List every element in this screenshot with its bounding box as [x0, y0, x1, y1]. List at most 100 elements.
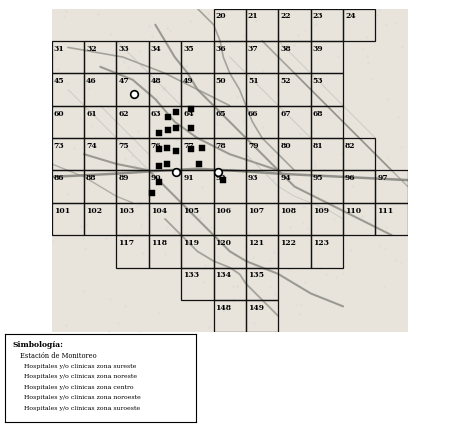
Bar [84, 203, 116, 235]
Text: 107: 107 [248, 207, 264, 215]
Bar [311, 106, 343, 138]
Text: 63: 63 [151, 109, 162, 118]
Text: 111: 111 [377, 207, 394, 215]
Text: 135: 135 [248, 271, 264, 279]
Text: 101: 101 [54, 207, 70, 215]
Bar [278, 73, 311, 106]
Bar [181, 106, 213, 138]
Bar [375, 170, 408, 203]
Bar [213, 9, 246, 41]
Text: 80: 80 [280, 142, 291, 150]
Bar [84, 138, 116, 170]
Bar [213, 170, 246, 203]
Bar [149, 235, 181, 268]
Bar [278, 106, 311, 138]
Bar [52, 170, 84, 203]
Text: 103: 103 [118, 207, 135, 215]
Text: 148: 148 [216, 304, 232, 312]
Text: 21: 21 [248, 12, 258, 20]
Text: 35: 35 [183, 45, 194, 53]
Bar [311, 170, 343, 203]
Text: 73: 73 [54, 142, 65, 150]
Bar [181, 41, 213, 73]
Bar [149, 170, 181, 203]
Bar [246, 203, 278, 235]
Text: 22: 22 [280, 12, 291, 20]
Text: 81: 81 [313, 142, 324, 150]
Text: Estación de Monitoreo: Estación de Monitoreo [20, 352, 96, 360]
Bar [149, 73, 181, 106]
Text: 76: 76 [151, 142, 162, 150]
Bar [213, 300, 246, 332]
Text: 60: 60 [54, 109, 64, 118]
Bar [343, 170, 375, 203]
Bar [84, 73, 116, 106]
Text: 86: 86 [54, 174, 64, 182]
Bar [311, 138, 343, 170]
Bar [213, 138, 246, 170]
Text: 89: 89 [118, 174, 129, 182]
Text: 49: 49 [183, 77, 194, 85]
Bar [311, 203, 343, 235]
Text: 122: 122 [280, 239, 296, 247]
Text: 61: 61 [86, 109, 96, 118]
Text: 45: 45 [54, 77, 64, 85]
Bar [278, 138, 311, 170]
Text: 52: 52 [280, 77, 291, 85]
Bar [181, 268, 213, 300]
Bar [213, 203, 246, 235]
Bar [181, 73, 213, 106]
Bar [116, 203, 149, 235]
Bar [149, 106, 181, 138]
Bar [116, 170, 149, 203]
Text: 149: 149 [248, 304, 264, 312]
Bar [343, 9, 375, 41]
Text: 62: 62 [118, 109, 129, 118]
Text: 90: 90 [151, 174, 162, 182]
Bar [311, 41, 343, 73]
Text: 65: 65 [216, 109, 226, 118]
Bar [52, 73, 84, 106]
Text: 37: 37 [248, 45, 258, 53]
Text: 75: 75 [118, 142, 129, 150]
Text: Simbología:: Simbología: [12, 340, 63, 348]
Bar [84, 41, 116, 73]
Text: 67: 67 [280, 109, 291, 118]
Bar [52, 203, 84, 235]
Text: Hospitales y/o clinicas zona suroeste: Hospitales y/o clinicas zona suroeste [24, 406, 140, 411]
Text: 95: 95 [313, 174, 323, 182]
Text: 64: 64 [183, 109, 194, 118]
Bar [246, 106, 278, 138]
Text: 105: 105 [183, 207, 199, 215]
Text: 53: 53 [313, 77, 324, 85]
Text: 106: 106 [216, 207, 232, 215]
Bar [213, 268, 246, 300]
Text: 31: 31 [54, 45, 65, 53]
Text: Hospitales y/o clinicas zona noroeste: Hospitales y/o clinicas zona noroeste [24, 395, 141, 400]
Bar [84, 106, 116, 138]
Bar [246, 268, 278, 300]
Bar [149, 138, 181, 170]
Bar [213, 41, 246, 73]
Bar [246, 235, 278, 268]
Text: 109: 109 [313, 207, 329, 215]
Text: 104: 104 [151, 207, 167, 215]
Text: 77: 77 [183, 142, 194, 150]
Bar [181, 235, 213, 268]
Bar [278, 41, 311, 73]
Text: Hospitales y/o clinicas zona centro: Hospitales y/o clinicas zona centro [24, 385, 133, 390]
Text: 23: 23 [313, 12, 324, 20]
Text: 110: 110 [345, 207, 361, 215]
Text: 66: 66 [248, 109, 258, 118]
Bar [116, 235, 149, 268]
Bar [181, 138, 213, 170]
Bar [181, 203, 213, 235]
Bar [116, 138, 149, 170]
Text: 91: 91 [183, 174, 194, 182]
Bar [149, 41, 181, 73]
Bar [343, 138, 375, 170]
Text: 74: 74 [86, 142, 97, 150]
Bar [278, 170, 311, 203]
Text: 88: 88 [86, 174, 96, 182]
Text: 50: 50 [216, 77, 226, 85]
